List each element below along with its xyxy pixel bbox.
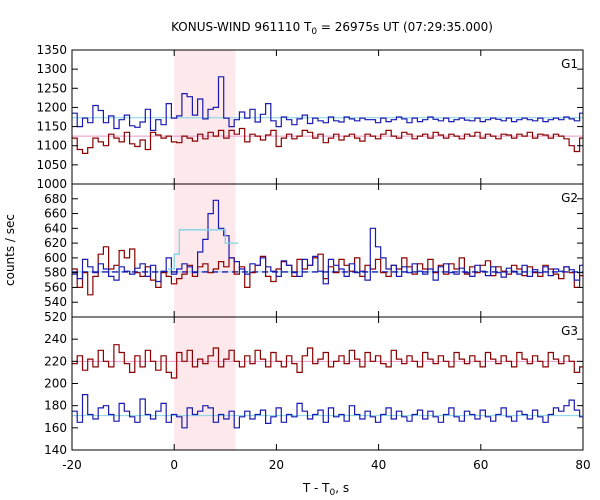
panel-label: G1 <box>561 57 578 71</box>
panel-label: G3 <box>561 324 578 338</box>
y-tick-label: 160 <box>44 421 67 435</box>
y-tick-label: 580 <box>44 266 67 280</box>
interval-step-line <box>168 229 239 270</box>
panel-label: G2 <box>561 191 578 205</box>
y-tick-label: 680 <box>44 192 67 206</box>
series-blue-line <box>72 394 583 429</box>
y-tick-label: 1200 <box>36 100 67 114</box>
y-tick-label: 1000 <box>36 177 67 191</box>
x-tick-label: 60 <box>473 458 488 472</box>
y-tick-label: 220 <box>44 354 67 368</box>
panel-g1: 1000 1050 1100 1150 1200 1250 1300 1350 G1 <box>36 43 584 191</box>
shaded-interval <box>174 184 236 317</box>
y-tick-label: 660 <box>44 207 67 221</box>
x-tick-label: 80 <box>575 458 590 472</box>
chart-title: KONUS-WIND 961110 T0 = 26975s UT (07:29:… <box>171 20 493 37</box>
panel-frame <box>71 49 584 185</box>
y-tick-label: 600 <box>44 251 67 265</box>
panel-frame <box>71 316 584 451</box>
x-axis-title: T - T0, s <box>302 481 349 498</box>
x-axis-ticks: -20 0 20 40 60 80 <box>62 458 590 472</box>
y-tick-label: 1150 <box>36 120 67 134</box>
series-blue-line <box>72 76 583 131</box>
y-tick-label: 540 <box>44 295 67 309</box>
y-axis-title: counts / sec <box>3 214 17 286</box>
y-tick-label: 1050 <box>36 158 67 172</box>
y-tick-label: 180 <box>44 399 67 413</box>
shaded-interval <box>174 317 236 450</box>
y-tick-label: 1100 <box>36 139 67 153</box>
y-tick-label: 560 <box>44 280 67 294</box>
panel-frame <box>71 183 584 318</box>
y-tick-label: 1350 <box>36 43 67 57</box>
y-tick-label: 140 <box>44 443 67 457</box>
series-red-line <box>72 127 583 154</box>
x-tick-label: 20 <box>269 458 284 472</box>
panel-g3: 140 160 180 200 220 240 G3 <box>44 316 584 457</box>
x-tick-label: 40 <box>371 458 386 472</box>
y-tick-label: 1300 <box>36 62 67 76</box>
y-tick-label: 520 <box>44 310 67 324</box>
series-red-line <box>72 344 583 379</box>
series-blue-line <box>72 199 583 285</box>
y-tick-label: 1250 <box>36 81 67 95</box>
x-tick-label: -20 <box>62 458 82 472</box>
x-tick-label: 0 <box>170 458 178 472</box>
y-tick-label: 240 <box>44 332 67 346</box>
shaded-interval <box>174 50 236 184</box>
y-tick-label: 200 <box>44 377 67 391</box>
panels-group: 1000 1050 1100 1150 1200 1250 1300 1350 G1 520540… <box>36 43 584 457</box>
y-tick-label: 640 <box>44 221 67 235</box>
y-tick-label: 620 <box>44 236 67 250</box>
